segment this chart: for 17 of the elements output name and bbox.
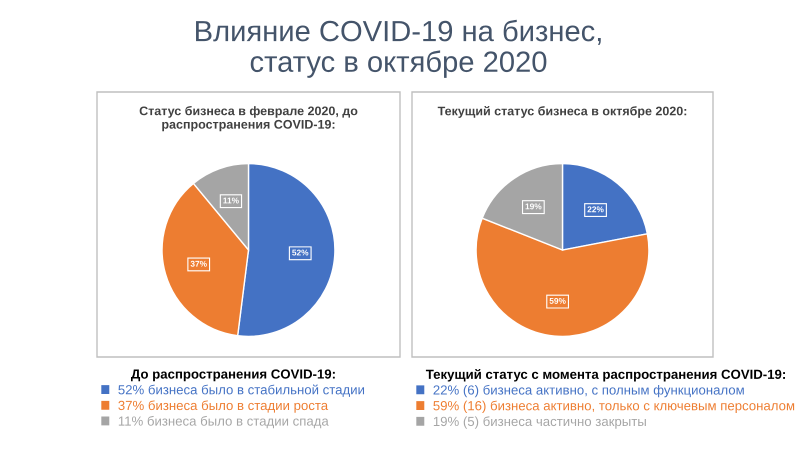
data-label: 37% — [190, 260, 207, 267]
chart-title: Текущий статус бизнеса в октябре 2020: — [438, 106, 686, 118]
legend-title: Текущий статус с момента распространения COVID-19: — [426, 369, 785, 382]
legend-label: 11% бизнеса было в стадии спада — [118, 416, 329, 428]
data-label: 22% — [587, 206, 604, 212]
legend-label: 37% бизнеса было в стадии роста — [118, 400, 328, 413]
data-label: 19% — [526, 203, 542, 210]
data-label: 59% — [550, 298, 566, 304]
text: Влияние COVID-19 на бизнес, статус в октябре 2020 — [196, 20, 601, 78]
data-label: 11% — [223, 198, 239, 204]
legend-title: До распространения COVID-19: — [131, 369, 335, 382]
legend-label: 19% (5) бизнеса частично закрыты — [434, 416, 646, 429]
legend-label: 22% (6) бизнеса активно, с полным функционалом — [433, 384, 744, 398]
data-label: 52% — [292, 250, 308, 256]
legend-label: 52% бизнеса было в стабильной стадии — [118, 384, 364, 397]
chart-title: Статус бизнеса в феврале 2020, до распространения COVID-19: — [140, 106, 358, 132]
legend-label: 59% (16) бизнеса активно, только с ключевым персоналом — [433, 400, 794, 413]
